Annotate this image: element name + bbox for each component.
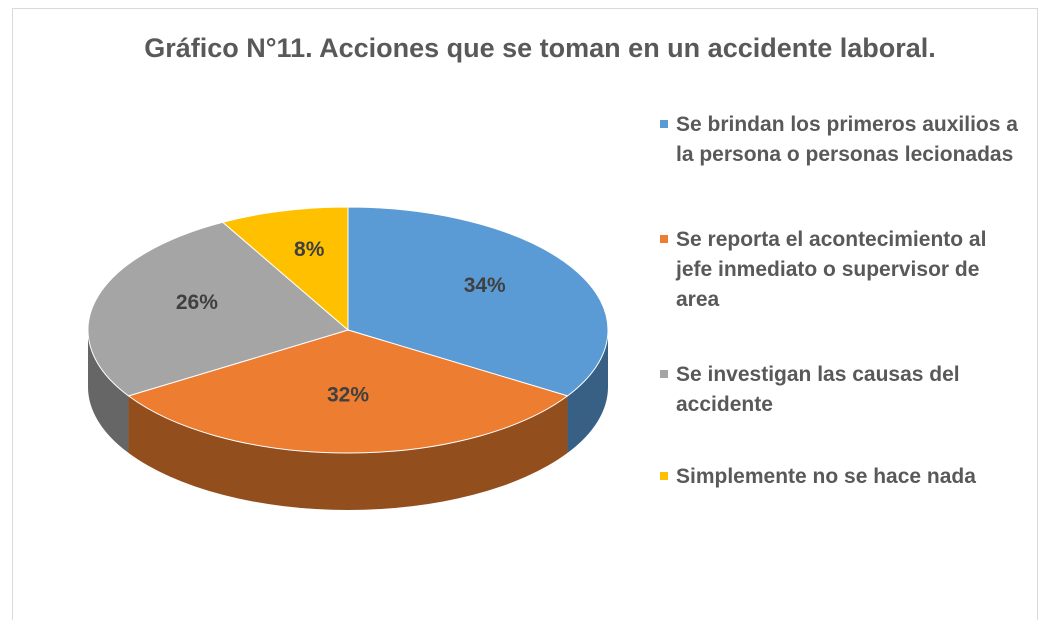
pie-slice	[347, 206, 609, 397]
chart-title: Gráfico N°11. Acciones que se toman en u…	[144, 33, 936, 63]
legend-label: Se brindan los primeros auxilios a la pe…	[676, 113, 1018, 166]
legend-label: Simplemente no se hace nada	[676, 465, 976, 488]
pie-side	[128, 395, 568, 511]
legend-swatch	[660, 120, 668, 128]
data-label: 26%	[176, 291, 218, 314]
data-label: 8%	[294, 238, 325, 261]
pie-slice	[127, 329, 569, 454]
legend-label: Se investigan las causas del accidente	[676, 363, 960, 416]
legend-entry: Se reporta el acontecimiento al jefe inm…	[660, 225, 1026, 315]
data-label: 32%	[327, 383, 369, 406]
pie-slice	[87, 221, 350, 397]
pie-side	[88, 330, 129, 453]
legend-entry: Se investigan las causas del accidente	[660, 360, 1026, 420]
legend-swatch	[660, 370, 668, 378]
legend-label: Se reporta el acontecimiento al jefe inm…	[676, 228, 987, 311]
chart-frame	[12, 8, 1038, 620]
legend-swatch	[660, 235, 668, 243]
legend-swatch	[660, 472, 668, 480]
legend-entry: Simplemente no se hace nada	[660, 462, 1026, 492]
pie-side	[567, 330, 608, 453]
data-label: 34%	[464, 274, 506, 297]
pie-slice	[221, 206, 349, 332]
legend-entry: Se brindan los primeros auxilios a la pe…	[660, 110, 1026, 170]
